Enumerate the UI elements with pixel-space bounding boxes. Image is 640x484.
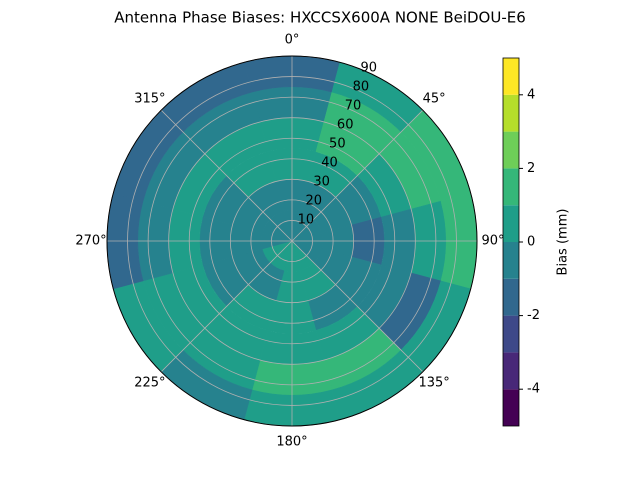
r-tick-label: 30 <box>313 175 330 190</box>
colorbar-tick-label: 4 <box>527 87 535 102</box>
r-tick-label: 90 <box>361 61 378 76</box>
colorbar-band <box>503 94 519 132</box>
r-tick-label: 20 <box>305 194 322 209</box>
r-tick-label: 60 <box>337 118 354 133</box>
r-tick-label: 50 <box>329 137 346 152</box>
colorbar-band <box>503 389 519 426</box>
theta-tick-label: 315° <box>134 91 165 106</box>
colorbar-band <box>503 352 519 390</box>
colorbar-tick-label: 2 <box>527 161 535 176</box>
colorbar-band <box>503 58 519 95</box>
colorbar-band <box>503 242 519 279</box>
colorbar-band <box>503 168 519 206</box>
colorbar-tick-label: 0 <box>527 235 535 250</box>
theta-tick-label: 270° <box>75 234 106 249</box>
colorbar-band <box>503 315 519 353</box>
grid-spoke <box>291 109 424 242</box>
grid-spoke <box>291 240 424 373</box>
colorbar-band <box>503 131 519 169</box>
colorbar-tick-label: -4 <box>527 382 540 397</box>
theta-tick-label: 180° <box>276 435 307 450</box>
grid-spoke <box>160 109 293 242</box>
theta-tick-label: 45° <box>423 91 446 106</box>
theta-tick-label: 90° <box>481 234 504 249</box>
colorbar-band <box>503 278 519 316</box>
theta-tick-label: 135° <box>418 376 449 391</box>
polar-frame <box>106 55 478 427</box>
colorbar-band <box>503 205 519 242</box>
chart-title: Antenna Phase Biases: HXCCSX600A NONE Be… <box>114 9 526 27</box>
r-tick-label: 10 <box>298 213 315 228</box>
theta-tick-label: 0° <box>285 33 300 48</box>
r-tick-label: 70 <box>345 99 362 114</box>
colorbar-tick-label: -2 <box>527 308 540 323</box>
grid-spoke <box>160 240 293 373</box>
r-tick-label: 40 <box>321 156 338 171</box>
colorbar-label: Bias (mm) <box>556 209 571 276</box>
r-tick-label: 80 <box>353 80 370 95</box>
theta-tick-label: 225° <box>134 376 165 391</box>
